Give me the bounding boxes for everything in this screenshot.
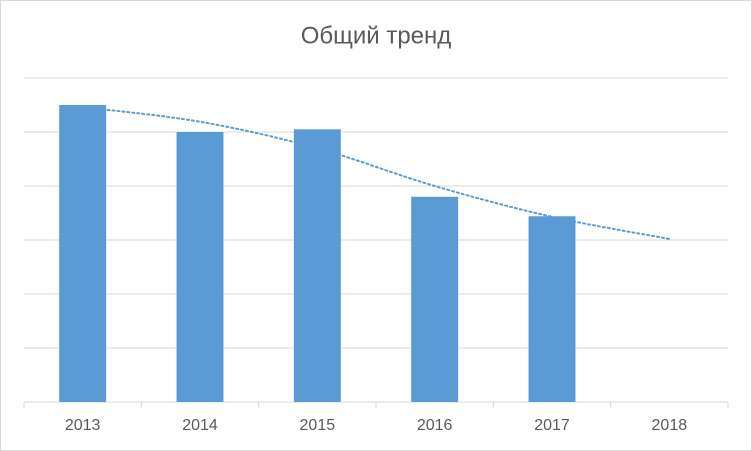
x-tick-label: 2016 [417,417,453,434]
x-tick-label: 2018 [652,417,688,434]
x-tick-label: 2015 [300,417,336,434]
bar [176,132,224,402]
chart-title: Общий тренд [301,22,452,49]
x-tick-label: 2017 [534,417,570,434]
trendline [81,106,671,240]
x-tick-label: 2013 [65,417,101,434]
bar [411,196,459,402]
x-tick-label: 2014 [182,417,218,434]
bar [293,129,341,403]
bar [528,216,576,402]
bar [59,105,107,402]
